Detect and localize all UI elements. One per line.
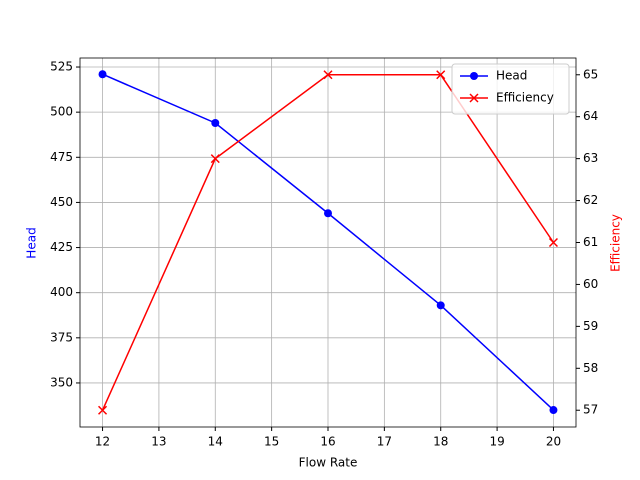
marker [98, 405, 108, 415]
x-tick-label: 18 [433, 435, 448, 449]
y2-tick-label: 58 [583, 361, 598, 375]
marker [323, 70, 333, 80]
marker [436, 301, 445, 310]
marker [469, 93, 479, 103]
y-tick-label: 400 [50, 285, 73, 299]
x-axis-label: Flow Rate [299, 456, 358, 470]
x-tick-label: 14 [208, 435, 223, 449]
marker [548, 237, 558, 248]
x-tick-label: 16 [320, 435, 335, 449]
y2-tick-label: 59 [583, 319, 598, 333]
x-tick-label: 19 [489, 435, 504, 449]
y2-axis-label: Efficiency [609, 214, 623, 272]
x-tick-label: 12 [95, 435, 110, 449]
y-tick-label: 500 [50, 105, 73, 119]
y2-tick-label: 61 [583, 235, 598, 249]
plot-frame [79, 57, 577, 428]
y-axis-label: Head [25, 227, 39, 258]
legend-label: Head [496, 69, 527, 83]
y-tick-label: 475 [50, 150, 73, 164]
y2-tick-label: 62 [583, 193, 598, 207]
y2-tick-label: 63 [583, 151, 598, 165]
y-tick-label: 450 [50, 195, 73, 209]
y-tick-label: 425 [50, 240, 73, 254]
y-tick-label: 350 [50, 375, 73, 389]
y2-tick-label: 65 [583, 67, 598, 81]
y-tick-label: 375 [50, 330, 73, 344]
grid [80, 58, 576, 427]
x-tick-label: 17 [377, 435, 392, 449]
y2-tick-label: 57 [583, 403, 598, 417]
y2-tick-label: 64 [583, 109, 598, 123]
marker [549, 406, 558, 415]
y-tick-label: 525 [50, 60, 73, 74]
x-tick-label: 20 [546, 435, 561, 449]
x-tick-label: 15 [264, 435, 279, 449]
marker [98, 70, 107, 79]
marker [210, 154, 220, 164]
marker [324, 209, 332, 218]
marker [470, 72, 478, 80]
marker [436, 70, 446, 80]
marker [211, 118, 220, 127]
y2-tick-label: 60 [583, 277, 598, 291]
legend-label: Efficiency [496, 91, 554, 105]
x-tick-label: 13 [151, 435, 166, 449]
